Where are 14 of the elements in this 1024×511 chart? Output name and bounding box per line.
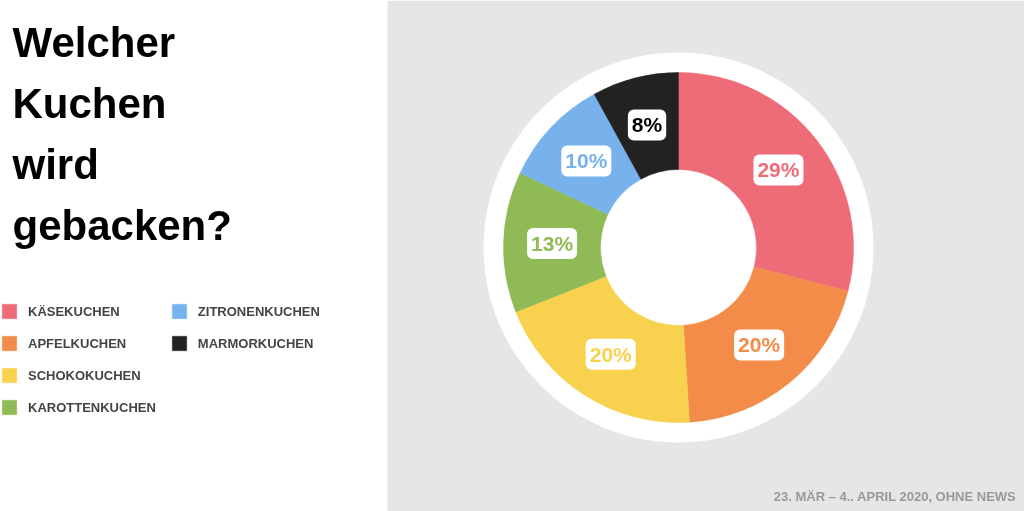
data-label: 8%: [631, 113, 663, 137]
text: Welcher Kuchen wird gebacken?: [11, 18, 232, 249]
legend-label: KAROTTENKUCHEN: [28, 399, 156, 415]
legend-label: ZITRONENKUCHEN: [197, 303, 320, 319]
data-label: 20%: [589, 342, 633, 366]
legend-label: APFELKUCHEN: [28, 335, 127, 351]
text: 23. MÄR – 4.. APRIL 2020, OHNE NEWS: [773, 488, 1017, 504]
data-label: 29%: [757, 158, 800, 182]
legend-label: KÄSEKUCHEN: [28, 303, 120, 319]
legend-label: MARMORKUCHEN: [197, 335, 314, 351]
legend-label: SCHOKOKUCHEN: [28, 367, 141, 383]
data-label: 10%: [565, 149, 608, 173]
data-label: 20%: [738, 333, 781, 357]
data-label: 13%: [531, 232, 574, 256]
